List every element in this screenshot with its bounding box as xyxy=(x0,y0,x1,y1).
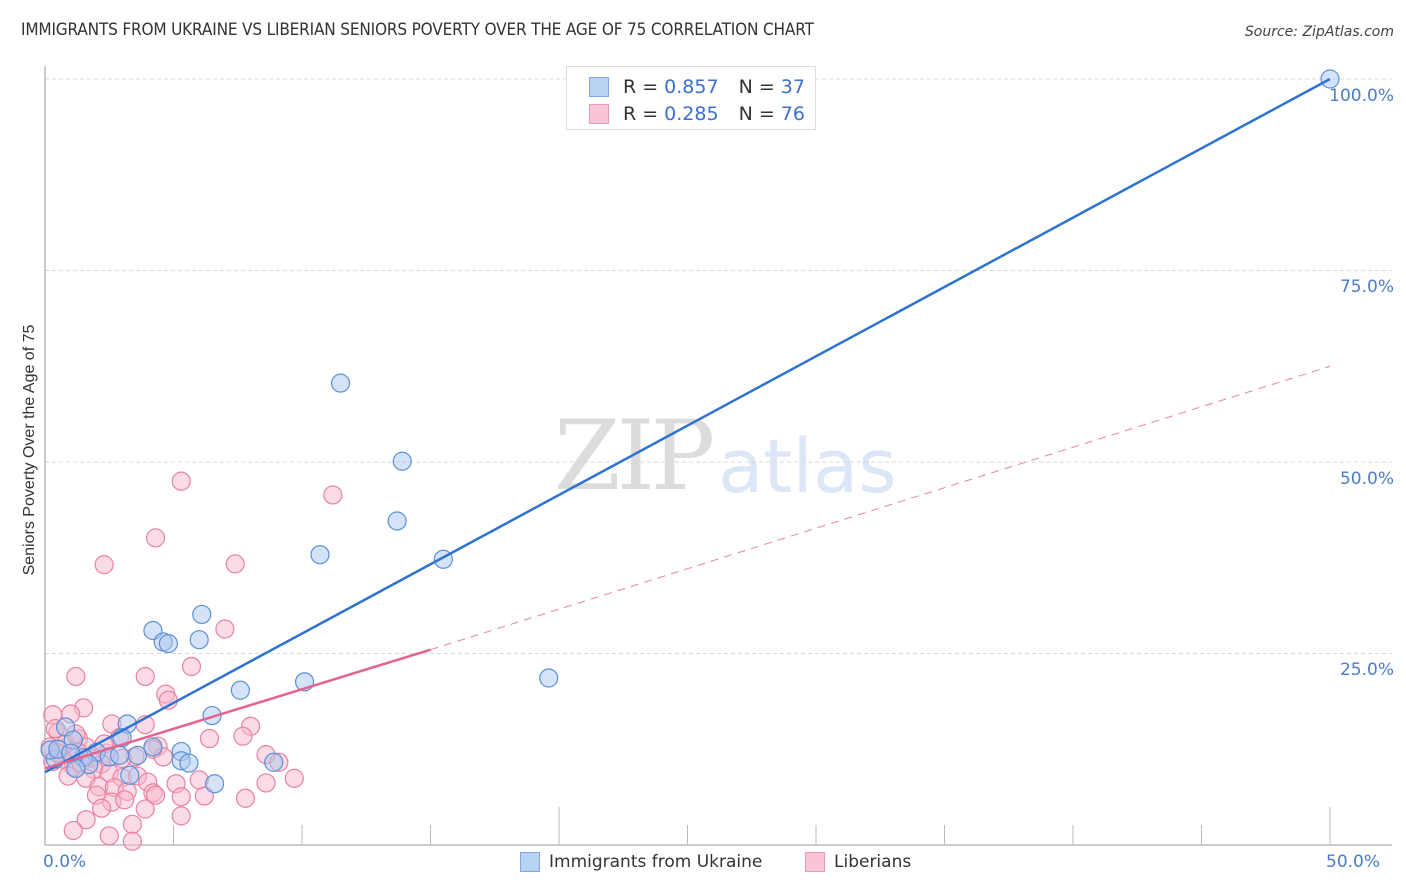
trend-lines xyxy=(44,77,1331,774)
n-label: N = xyxy=(738,76,775,98)
ukraine-point xyxy=(202,705,222,726)
liberian-point xyxy=(99,826,119,846)
y-tick-75: 75.0% xyxy=(1339,277,1394,297)
liberians-swatch xyxy=(805,852,825,872)
gridlines xyxy=(45,78,1392,654)
liberians-swatch xyxy=(589,104,609,124)
liberian-point xyxy=(233,726,253,746)
legend-label: Immigrants from Ukraine xyxy=(549,852,763,872)
n-label: N = xyxy=(738,103,775,125)
liberian-point xyxy=(171,806,191,826)
liberian-point xyxy=(181,656,202,677)
liberian-point xyxy=(135,666,155,687)
liberians-points xyxy=(40,471,343,851)
ukraine-point xyxy=(205,774,225,794)
liberian-point xyxy=(66,666,86,687)
legend-item-ukraine: Immigrants from Ukraine xyxy=(520,852,762,872)
ukraine-point xyxy=(264,752,284,772)
ukraine-point xyxy=(330,373,351,393)
watermark-atlas: atlas xyxy=(718,424,897,510)
liberian-point xyxy=(256,773,276,793)
liberian-point xyxy=(235,788,256,808)
ukraine-swatch xyxy=(520,852,540,872)
liberians-trend-extension xyxy=(430,365,1331,651)
liberian-point xyxy=(215,619,235,639)
x-tick-50: 50.0% xyxy=(1326,852,1381,872)
ukraine-point xyxy=(143,737,163,757)
ukraine-point xyxy=(539,668,559,688)
y-axis-label: Seniors Poverty Over the Age of 75 xyxy=(21,324,38,576)
y-tick-50: 50.0% xyxy=(1339,469,1394,489)
ukraine-trend-line xyxy=(44,77,1331,774)
ukraine-point xyxy=(230,680,250,700)
legend-label: Liberians xyxy=(834,852,912,872)
ukraine-point xyxy=(189,630,209,650)
legend-item-liberians: Liberians xyxy=(805,852,911,872)
ukraine-point xyxy=(179,753,199,773)
liberian-point xyxy=(225,554,245,574)
ukraine-point xyxy=(109,745,130,765)
liberian-point xyxy=(323,485,343,505)
ukraine-swatch xyxy=(589,77,609,97)
legend-row-liberians: R = 0.285 N = 76 xyxy=(589,102,805,126)
liberian-point xyxy=(115,790,135,810)
ukraine-point xyxy=(387,511,407,531)
y-tick-25: 25.0% xyxy=(1339,660,1394,680)
chart-title: IMMIGRANTS FROM UKRAINE VS LIBERIAN SENI… xyxy=(21,20,814,39)
ukraine-point xyxy=(120,765,140,785)
liberian-point xyxy=(135,799,155,819)
liberian-point xyxy=(76,810,96,830)
liberian-point xyxy=(122,831,142,851)
ukraine-point xyxy=(310,545,330,565)
legend-row-ukraine: R = 0.857 N = 37 xyxy=(589,75,805,99)
ukraine-point xyxy=(392,451,412,471)
r-label: R = xyxy=(623,103,659,125)
liberians-trend-line xyxy=(44,648,431,770)
r-value: 0.857 xyxy=(664,76,719,98)
r-value: 0.285 xyxy=(664,103,719,125)
liberian-point xyxy=(94,555,114,575)
n-value: 37 xyxy=(780,76,805,98)
n-value: 76 xyxy=(780,103,805,125)
y-tick-100: 100.0% xyxy=(1329,86,1394,106)
liberian-point xyxy=(199,728,220,749)
ukraine-point xyxy=(192,604,212,625)
liberian-point xyxy=(122,814,142,834)
liberian-point xyxy=(63,820,83,841)
liberian-point xyxy=(145,785,166,805)
liberian-point xyxy=(91,798,112,818)
r-label: R = xyxy=(623,76,659,98)
liberian-point xyxy=(171,471,191,491)
correlation-legend: R = 0.857 N = 37 R = 0.285 N = 76 xyxy=(566,66,816,130)
ukraine-point xyxy=(158,633,178,654)
liberian-point xyxy=(171,787,191,807)
source-label: Source: ZipAtlas.com xyxy=(1244,24,1394,40)
x-tick-0: 0.0% xyxy=(43,852,87,872)
liberian-point xyxy=(145,528,166,548)
ukraine-point xyxy=(127,745,148,765)
liberian-point xyxy=(284,768,304,788)
